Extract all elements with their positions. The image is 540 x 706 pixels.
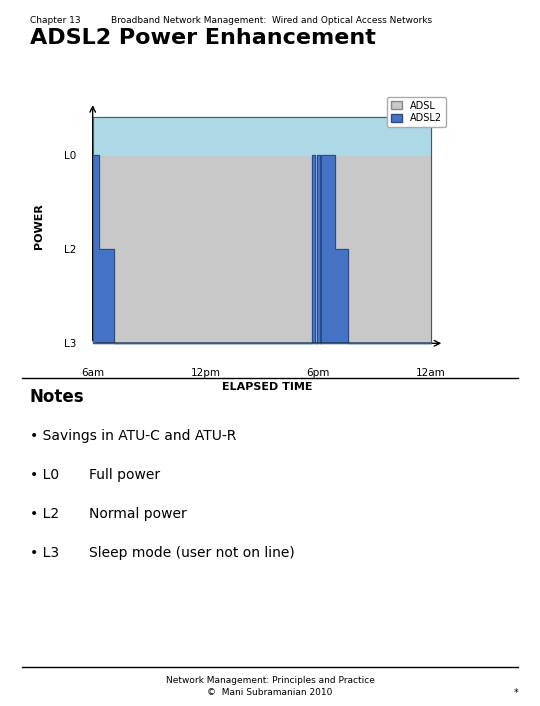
Text: • L0: • L0 <box>30 468 59 482</box>
Text: *: * <box>514 688 518 698</box>
Text: Sleep mode (user not on line): Sleep mode (user not on line) <box>89 546 295 560</box>
Text: • Savings in ATU-C and ATU-R: • Savings in ATU-C and ATU-R <box>30 429 236 443</box>
Y-axis label: POWER: POWER <box>34 203 44 249</box>
Text: • L3: • L3 <box>30 546 59 560</box>
Text: • L2: • L2 <box>30 507 59 521</box>
Text: Chapter 13: Chapter 13 <box>30 16 80 25</box>
Text: Full power: Full power <box>89 468 160 482</box>
Text: Notes: Notes <box>30 388 84 406</box>
Text: Broadband Network Management:  Wired and Optical Access Networks: Broadband Network Management: Wired and … <box>111 16 432 25</box>
X-axis label: ELAPSED TIME: ELAPSED TIME <box>222 382 313 392</box>
Legend: ADSL, ADSL2: ADSL, ADSL2 <box>387 97 446 127</box>
Text: ©  Mani Subramanian 2010: © Mani Subramanian 2010 <box>207 688 333 697</box>
Text: Normal power: Normal power <box>89 507 187 521</box>
Text: Network Management: Principles and Practice: Network Management: Principles and Pract… <box>166 676 374 686</box>
Text: ADSL2 Power Enhancement: ADSL2 Power Enhancement <box>30 28 376 48</box>
